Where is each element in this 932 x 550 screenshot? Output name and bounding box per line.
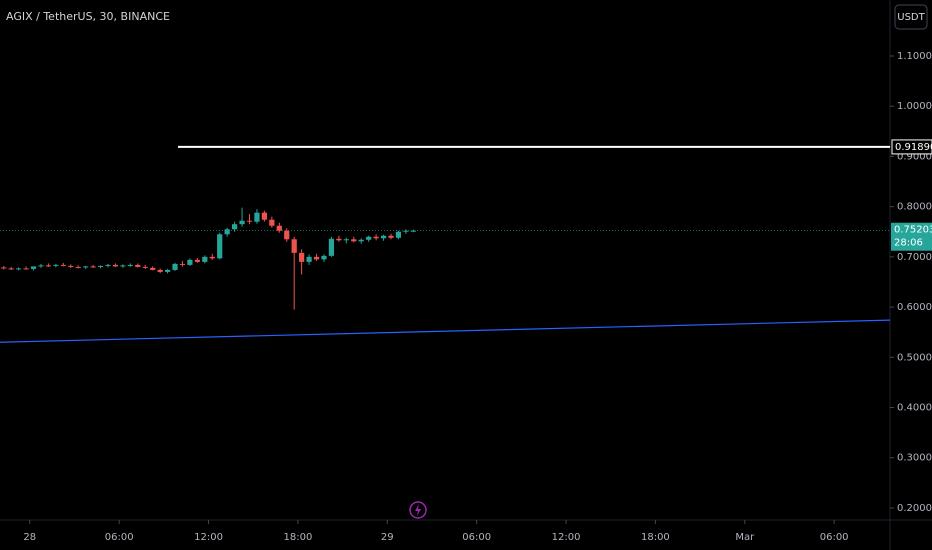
alert-icon[interactable] [409,501,427,519]
y-tick-label: 1.00000 [897,101,932,112]
candle-body [284,230,290,240]
last-price-label: 0.75203 [894,225,932,236]
candle-body [135,264,141,267]
x-tick-label: 12:00 [194,532,223,543]
candle-body [194,259,200,262]
button-frame [894,4,928,30]
candle-body [351,239,357,242]
candle-body [321,255,327,260]
candle-body [328,238,335,256]
candle-body [60,264,66,266]
y-tick-label: 0.90000 [897,151,932,162]
icon-bolt [415,504,421,516]
candle-body [313,256,320,260]
candle-body [261,212,267,220]
candle-body [112,264,119,267]
x-tick-label: 06:00 [462,532,491,543]
candle-body [231,224,238,230]
candle-body [202,256,208,262]
candle-body [254,212,260,222]
x-tick-label: 06:00 [105,532,134,543]
candle-body [336,238,342,241]
x-tick-label: 28 [23,532,36,543]
candle-body [142,266,148,268]
candle-body [23,268,29,270]
icon-ring [409,501,427,519]
candle-body [217,234,223,259]
candle-body [45,265,52,267]
trendline [0,319,891,343]
candle-body [30,266,37,269]
candle-body [239,220,245,225]
candle-body [1,267,7,269]
candle-body [306,256,312,262]
currency-button[interactable]: USDT [894,4,928,30]
candle-body [172,263,178,270]
candle-body [403,230,409,232]
countdown-label: 28:06 [894,238,923,249]
level-tag [891,139,932,155]
candle-body [53,264,59,266]
x-tick-label: 18:00 [641,532,670,543]
candle-body [269,219,275,226]
candle-body [410,230,416,232]
candle-body [97,265,104,267]
candle-body [16,268,22,270]
candle-body [291,239,297,253]
candle-body [127,264,133,266]
candle-body [90,266,96,268]
candle-body [373,236,379,239]
candle-body [157,269,163,272]
last-price-tag [891,222,932,251]
candle-body [209,256,215,259]
candle-body [395,231,402,238]
candle-body [246,220,253,222]
candle-body [276,225,282,231]
y-tick-label: 1.10000 [897,51,932,62]
candle-body [358,239,364,242]
x-tick-label: 29 [381,532,394,543]
candle-body [380,235,387,239]
chart-title: AGIX / TetherUS, 30, BINANCE [6,10,170,23]
x-tick-label: 12:00 [552,532,581,543]
candle-body [187,259,193,265]
candle-body [150,267,156,270]
candle-body [75,266,81,268]
candle-body [83,266,89,268]
candle-body [224,229,230,235]
x-tick-label: 18:00 [283,532,312,543]
candle-body [105,264,111,266]
candle-body [343,239,349,241]
x-tick-label: 06:00 [820,532,849,543]
candle-body [38,265,44,267]
candle-body [120,265,126,267]
candle-body [366,236,372,240]
candle-body [8,268,14,270]
x-tick-label: Mar [735,532,755,543]
currency-label[interactable]: USDT [897,12,925,23]
candle-body [388,235,394,238]
candle-body [164,269,171,272]
candle-body [179,263,186,265]
candle-body [68,265,74,267]
candle-body [299,252,305,262]
